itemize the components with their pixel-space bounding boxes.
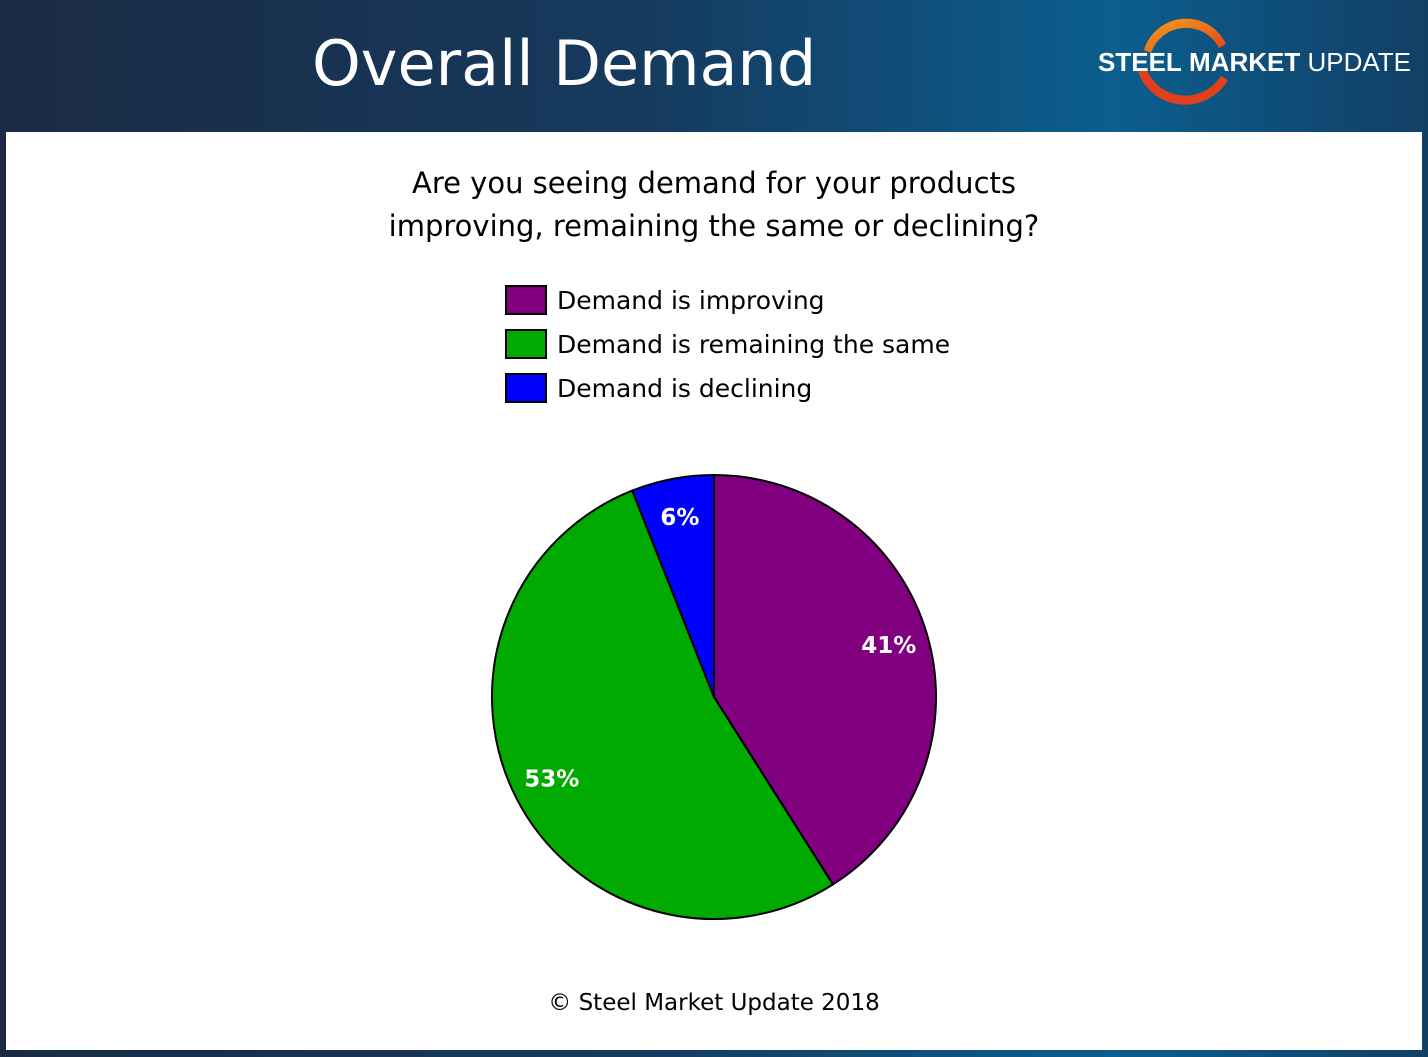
chart-title-line-1: Are you seeing demand for your products — [412, 166, 1016, 200]
steel-market-update-logo: STEEL MARKET UPDATE — [1090, 10, 1428, 115]
logo-word-market: MARKET — [1189, 47, 1301, 77]
chart-title-line-2: improving, remaining the same or declini… — [388, 209, 1040, 243]
pie-slice-declining — [630, 473, 715, 698]
pie-label-improving: 41% — [861, 633, 916, 659]
logo-arc-icon — [1138, 18, 1228, 105]
pie-label-same: 53% — [524, 767, 579, 793]
slide-header: Overall Demand STEEL MARKET UPDATE — [0, 0, 1428, 132]
pie-label-declining: 6% — [660, 505, 699, 531]
chart-panel: Are you seeing demand for your products … — [6, 132, 1422, 1050]
slide-title: Overall Demand — [312, 27, 817, 100]
legend-swatch-same — [505, 329, 547, 359]
logo-word-update: UPDATE — [1307, 47, 1412, 77]
legend-label-declining: Demand is declining — [557, 374, 813, 403]
legend-label-same: Demand is remaining the same — [557, 330, 951, 359]
chart-title: Are you seeing demand for your products … — [6, 162, 1422, 248]
logo-word-steel: STEEL — [1098, 47, 1182, 77]
copyright-footer: © Steel Market Update 2018 — [548, 990, 880, 1016]
pie-slice-same — [491, 489, 835, 920]
pie-slice-improving — [713, 473, 937, 886]
legend-swatch-improving — [505, 285, 547, 315]
logo-wordmark: STEEL MARKET UPDATE — [1098, 44, 1411, 80]
legend-swatch-declining — [505, 373, 547, 403]
pie-chart: 41% 53% 6% — [491, 473, 937, 920]
legend-label-improving: Demand is improving — [557, 286, 825, 315]
